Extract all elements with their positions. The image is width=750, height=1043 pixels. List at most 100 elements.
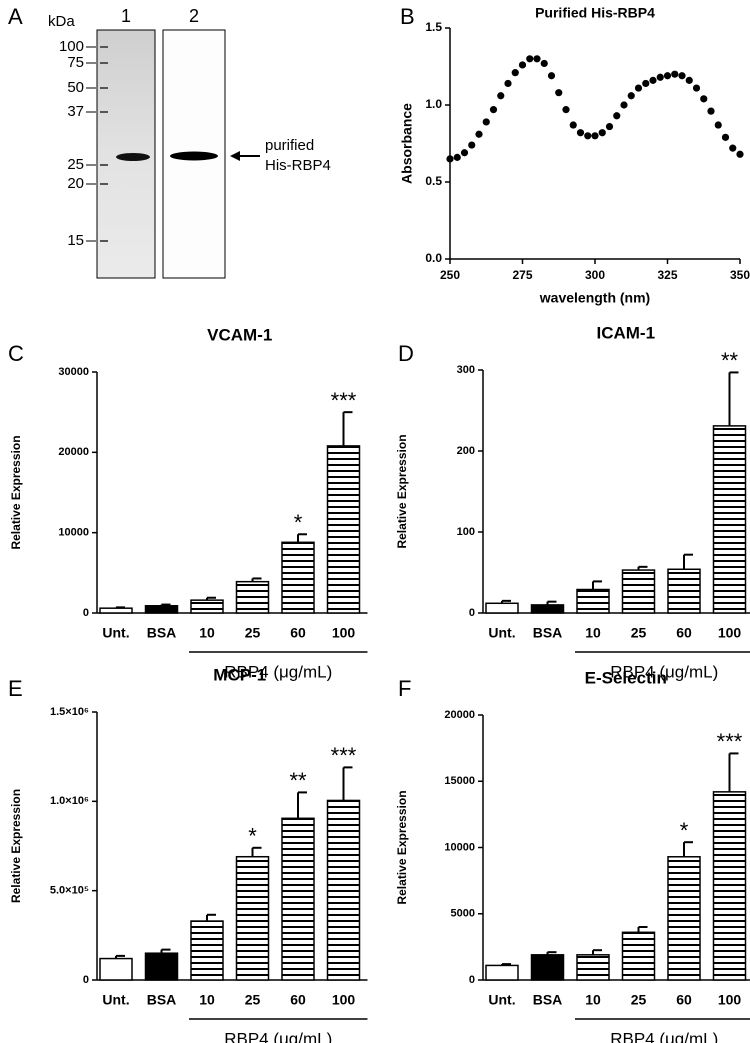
x-tick-label: 60 — [676, 992, 692, 1008]
significance: * — [294, 510, 303, 535]
x-tick-label: Unt. — [102, 992, 129, 1008]
marker-label: 20 — [67, 175, 84, 192]
y-tick-label: 0 — [469, 607, 475, 619]
chart-panel: D 0 100 200 300 Unt. BSA 10 25 60 ** 100 RBP4 (μg/mL… — [395, 323, 750, 681]
x-tick-label: 10 — [199, 625, 215, 641]
bar — [281, 541, 315, 614]
gel-unit: kDa — [48, 13, 75, 30]
y-axis-label: Relative Expression — [9, 789, 23, 903]
panel-label: B — [400, 4, 415, 29]
significance: ** — [721, 348, 739, 373]
marker-label: 37 — [67, 103, 84, 120]
data-point — [634, 84, 643, 92]
data-point — [453, 153, 461, 161]
data-point — [605, 122, 614, 131]
panel-label: D — [398, 341, 414, 366]
marker-label: 100 — [59, 38, 84, 55]
y-tick-label: 5.0×10⁵ — [50, 885, 89, 897]
group-label: RBP4 (μg/mL) — [610, 1029, 718, 1043]
x-tick-label: 250 — [440, 268, 460, 282]
panel-label: C — [8, 341, 24, 366]
x-tick-label: 10 — [199, 992, 215, 1008]
data-point — [497, 92, 505, 100]
panel-label: A — [8, 4, 23, 29]
data-point — [482, 118, 490, 126]
x-tick-label: 100 — [332, 625, 356, 641]
y-tick-label: 10000 — [444, 841, 475, 853]
y-tick-label: 20000 — [444, 709, 475, 721]
data-point — [678, 72, 686, 80]
panel-label: E — [8, 676, 23, 701]
data-point — [547, 72, 556, 80]
y-tick-label: 30000 — [58, 366, 89, 378]
data-point — [475, 130, 483, 138]
significance: *** — [717, 729, 743, 754]
y-tick-label: 1.0×10⁶ — [50, 795, 89, 807]
marker-label: 75 — [67, 54, 84, 71]
bar — [576, 588, 610, 614]
marker-label: 50 — [67, 79, 84, 96]
group-label: RBP4 (μg/mL) — [610, 662, 718, 681]
chart-panel: B 0.0 0.5 1.0 1.5 250 275 300 325 350 Purified His… — [399, 4, 750, 306]
gel-band — [116, 153, 150, 161]
significance: ** — [289, 768, 307, 793]
bar — [530, 604, 565, 614]
y-tick-label: 5000 — [451, 908, 475, 920]
lane-label: 2 — [189, 6, 199, 26]
bar — [712, 791, 747, 981]
data-point — [656, 73, 664, 81]
data-point — [540, 59, 548, 68]
y-tick-label: 0.0 — [425, 251, 442, 265]
x-tick-label: BSA — [533, 992, 563, 1008]
data-point — [460, 149, 469, 157]
gel-band — [170, 151, 218, 161]
chart-title: E-Selectin — [585, 668, 667, 687]
data-point — [736, 150, 744, 158]
x-tick-label: 10 — [585, 625, 601, 641]
y-axis-label: Relative Expression — [395, 790, 409, 904]
data-point — [714, 121, 722, 129]
group-label: RBP4 (μg/mL) — [224, 1029, 332, 1043]
data-point — [685, 76, 693, 84]
data-point — [627, 92, 635, 100]
x-tick-label: 25 — [245, 992, 261, 1008]
x-tick-label: 100 — [718, 992, 742, 1008]
band-label: His-RBP4 — [265, 157, 331, 174]
bar — [621, 931, 656, 981]
x-tick-label: Unt. — [488, 625, 515, 641]
y-tick-label: 100 — [457, 526, 475, 538]
data-point — [533, 55, 541, 63]
data-point — [700, 95, 708, 103]
bar — [485, 964, 519, 981]
y-axis-label: Absorbance — [399, 103, 415, 184]
bar — [235, 580, 270, 614]
x-tick-label: BSA — [147, 625, 177, 641]
bar — [530, 954, 565, 981]
y-tick-label: 1.5×10⁶ — [50, 706, 89, 718]
bar — [326, 445, 361, 614]
x-tick-label: 25 — [631, 625, 647, 641]
x-tick-label: 100 — [332, 992, 356, 1008]
chart-panel: F 0 5000 10000 15000 20000 Unt. BSA 10 25 * 60 *** 10… — [395, 668, 750, 1043]
bar — [485, 602, 519, 614]
data-point — [584, 132, 592, 140]
x-tick-label: BSA — [533, 625, 563, 641]
data-point — [569, 121, 577, 129]
x-tick-label: 100 — [718, 625, 742, 641]
significance: * — [680, 818, 689, 843]
x-tick-label: 10 — [585, 992, 601, 1008]
bar — [712, 425, 747, 614]
data-point — [620, 101, 628, 109]
bar — [99, 607, 133, 614]
data-point — [642, 79, 650, 88]
y-axis-label: Relative Expression — [395, 434, 409, 548]
y-tick-label: 15000 — [444, 775, 475, 787]
x-tick-label: Unt. — [488, 992, 515, 1008]
bar — [326, 799, 361, 981]
x-tick-label: 60 — [290, 625, 306, 641]
data-point — [692, 84, 701, 92]
y-tick-label: 0 — [469, 974, 475, 986]
